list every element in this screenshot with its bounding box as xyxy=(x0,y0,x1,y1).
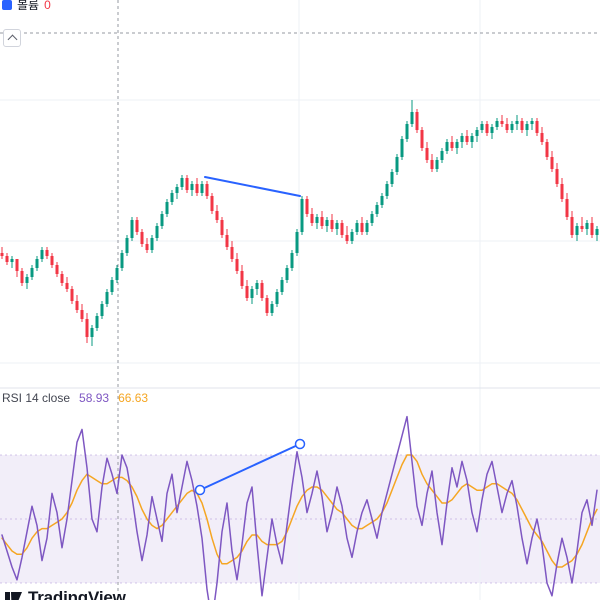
price-trendline[interactable] xyxy=(204,176,301,197)
rsi-legend-label: RSI 14 close xyxy=(2,391,71,405)
volume-legend-value: 0 xyxy=(44,0,51,12)
tradingview-logo-icon xyxy=(5,592,22,600)
trendline-handle[interactable] xyxy=(294,438,306,450)
rsi-value: 58.93 xyxy=(79,391,110,405)
collapse-legend-button[interactable] xyxy=(3,29,21,47)
rsi-legend: RSI 14 close 58.93 66.63 xyxy=(2,391,148,405)
rsi-ma-value: 66.63 xyxy=(118,391,149,405)
rsi-band xyxy=(0,455,600,583)
volume-legend-label: 볼륨 xyxy=(17,0,40,12)
rsi-ma-line xyxy=(1,454,598,568)
volume-legend: 볼륨 0 xyxy=(2,0,51,13)
candlestick-series xyxy=(0,100,599,346)
volume-source-icon xyxy=(2,0,12,10)
rsi-line xyxy=(1,415,598,600)
tradingview-logo-text: TradingView xyxy=(28,588,126,600)
tradingview-logo[interactable]: TradingView xyxy=(5,588,126,600)
rsi-trendline[interactable] xyxy=(199,443,301,491)
trendline-handle[interactable] xyxy=(194,484,206,496)
chevron-up-icon xyxy=(7,34,17,45)
